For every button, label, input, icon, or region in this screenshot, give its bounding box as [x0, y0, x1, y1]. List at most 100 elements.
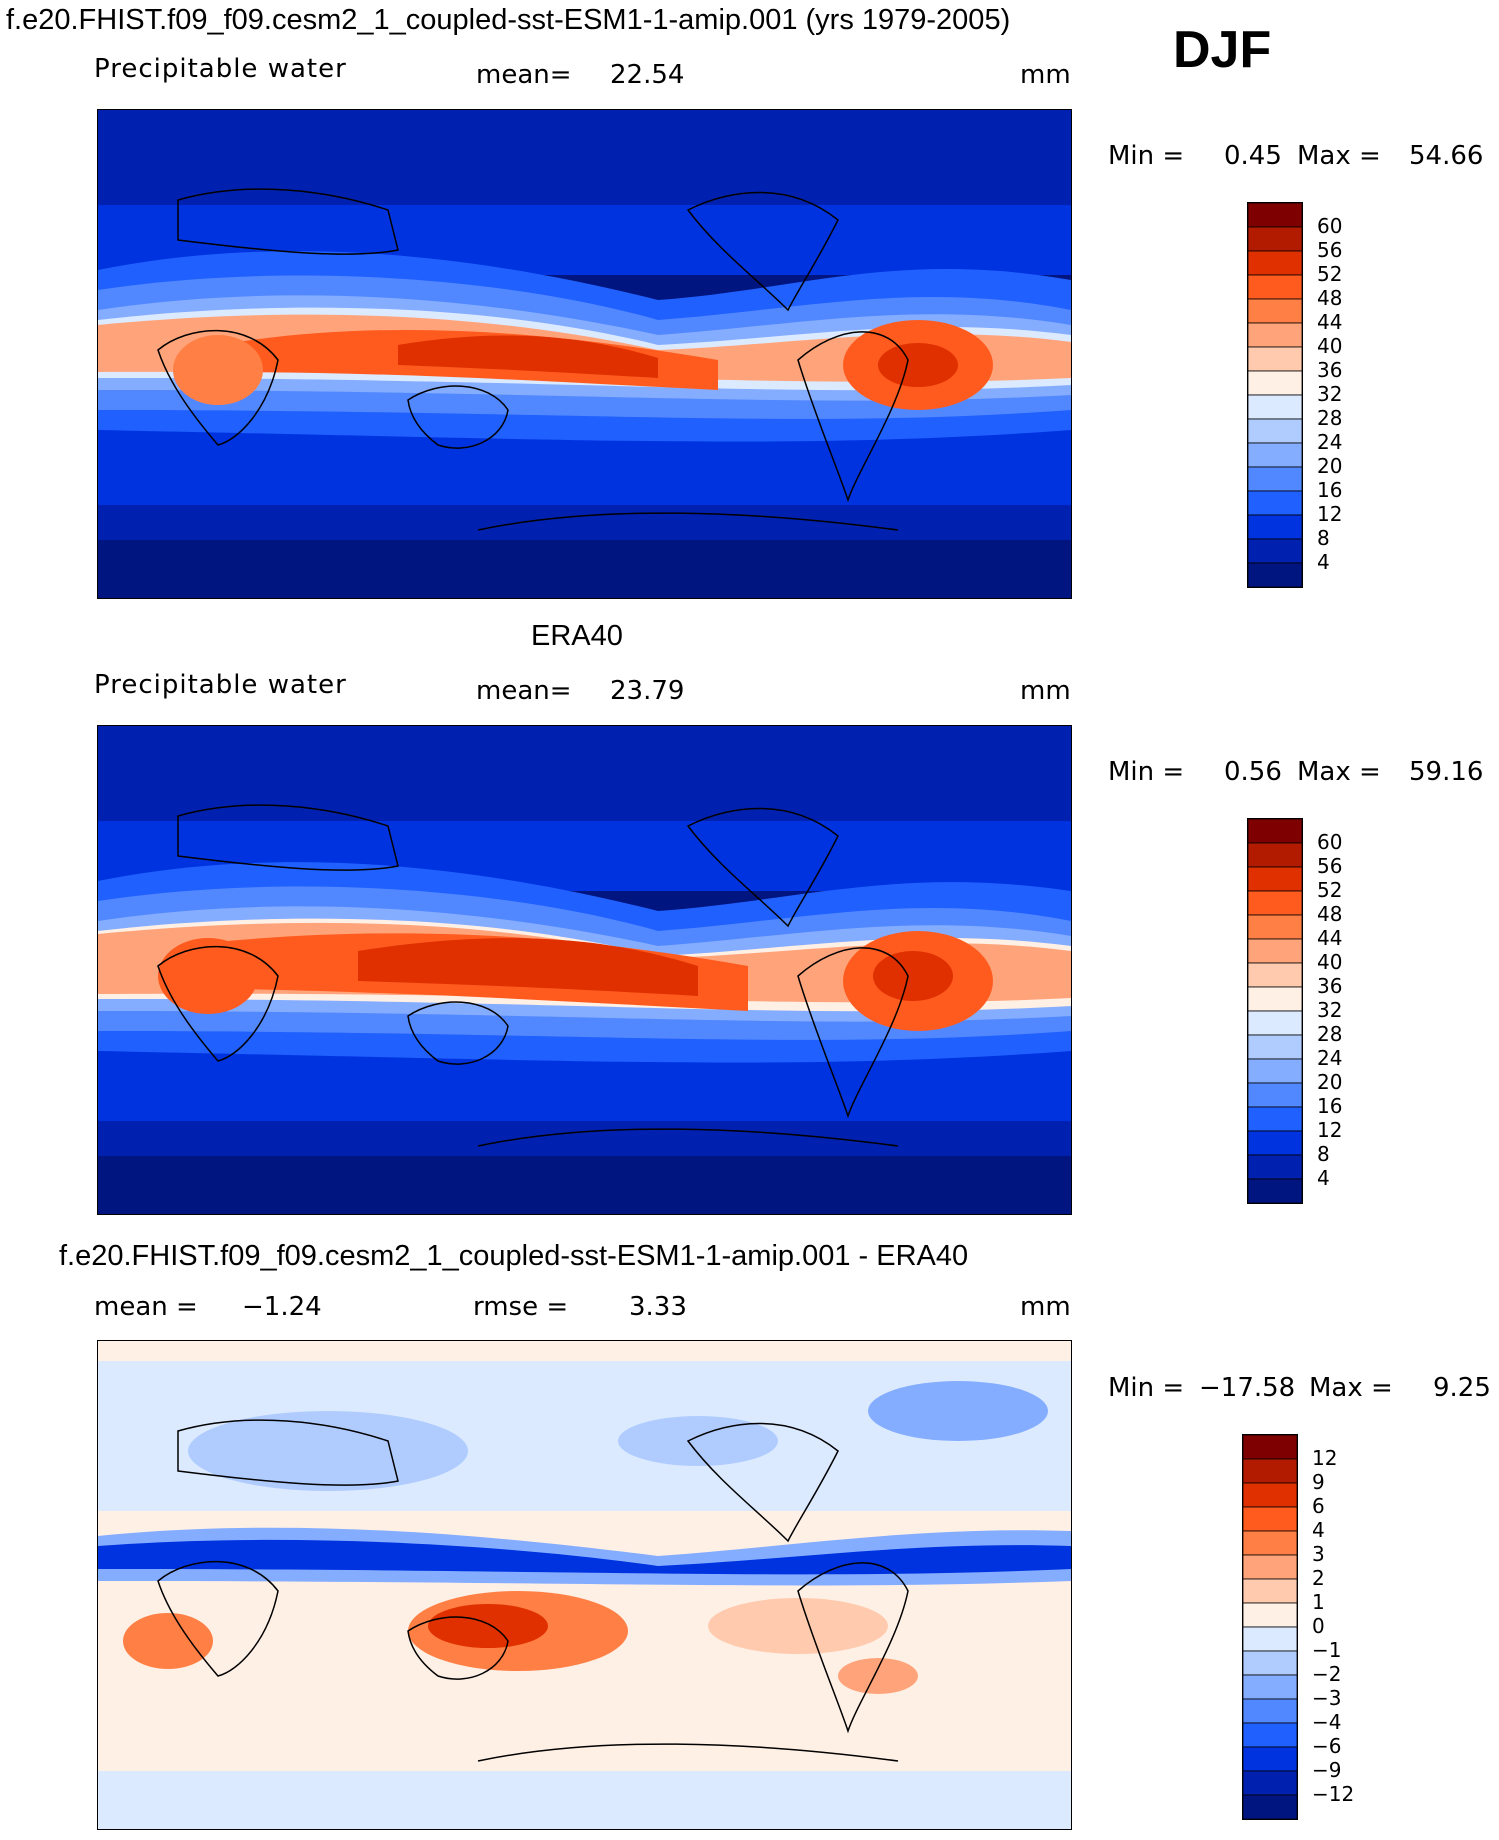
panel2-colorbar-swatch	[1248, 866, 1302, 892]
panel3-colorbar-swatches	[1243, 1435, 1297, 1819]
panel3-max-value: 9.25	[1433, 1373, 1491, 1403]
panel3-colorbar-tick-label: 0	[1312, 1614, 1325, 1638]
panel3-colorbar-swatch	[1243, 1458, 1297, 1484]
panel3-colorbar-swatch	[1243, 1722, 1297, 1748]
panel1-colorbar-swatch	[1248, 274, 1302, 300]
panel3-colorbar-tick-label: −9	[1312, 1758, 1342, 1782]
panel2-colorbar-tick-label: 24	[1317, 1046, 1343, 1070]
panel3-colorbar-swatch	[1243, 1746, 1297, 1772]
panel2-max-label: Max =	[1297, 757, 1381, 787]
panel3-units: mm	[1020, 1292, 1071, 1322]
panel3-colorbar-tick-label: −2	[1312, 1662, 1342, 1686]
panel3-colorbar-swatch	[1243, 1602, 1297, 1628]
panel3-colorbar-tick-label: 4	[1312, 1518, 1325, 1542]
panel3-colorbar-swatch	[1243, 1626, 1297, 1652]
panel2-colorbar-tick-label: 4	[1317, 1166, 1330, 1190]
panel1-min-value: 0.45	[1224, 141, 1282, 171]
panel1-colorbar-tick-label: 40	[1317, 334, 1343, 358]
panel2-colorbar-swatch	[1248, 1034, 1302, 1060]
panel3-colorbar-swatch	[1243, 1554, 1297, 1580]
panel3-max-label: Max =	[1309, 1373, 1393, 1403]
panel3-title: f.e20.FHIST.f09_f09.cesm2_1_coupled-sst-…	[59, 1240, 969, 1272]
case-title: f.e20.FHIST.f09_f09.cesm2_1_coupled-sst-…	[6, 4, 1011, 36]
panel2-mean-label: mean=	[476, 676, 572, 706]
panel1-colorbar-swatches	[1248, 203, 1302, 587]
panel2-colorbar-tick-label: 52	[1317, 878, 1343, 902]
panel1-colorbar-swatch	[1248, 346, 1302, 372]
panel2-colorbar-swatch	[1248, 914, 1302, 940]
panel1-colorbar-swatch	[1248, 418, 1302, 444]
panel2-colorbar-swatch	[1248, 819, 1302, 844]
panel1-min-label: Min =	[1108, 141, 1185, 171]
panel1-contour-field	[98, 110, 1071, 598]
panel3-colorbar-tick-label: −4	[1312, 1710, 1342, 1734]
panel1-colorbar-tick-label: 52	[1317, 262, 1343, 286]
panel2-units: mm	[1020, 676, 1071, 706]
panel2-contour-field	[98, 726, 1071, 1214]
panel2-colorbar-tick-label: 20	[1317, 1070, 1343, 1094]
panel3-colorbar-swatch	[1243, 1530, 1297, 1556]
panel3-colorbar-tick-label: 12	[1312, 1446, 1338, 1470]
panel2-colorbar-swatch	[1248, 1010, 1302, 1036]
panel1-max-label: Max =	[1297, 141, 1381, 171]
panel1-colorbar-swatch	[1248, 394, 1302, 420]
panel2-colorbar-tick-label: 44	[1317, 926, 1343, 950]
panel2-colorbar-tick-label: 28	[1317, 1022, 1343, 1046]
panel2-colorbar-swatch	[1248, 890, 1302, 916]
panel2-colorbar-swatch	[1248, 1178, 1302, 1203]
panel3-colorbar-swatch	[1243, 1770, 1297, 1796]
panel1-colorbar-tick-label: 12	[1317, 502, 1343, 526]
panel1-colorbar-swatch	[1248, 538, 1302, 564]
panel2-colorbar-swatch	[1248, 1082, 1302, 1108]
panel1-colorbar-tick-label: 24	[1317, 430, 1343, 454]
panel2-colorbar-tick-label: 32	[1317, 998, 1343, 1022]
panel1-colorbar-tick-label: 28	[1317, 406, 1343, 430]
panel2-colorbar-tick-label: 16	[1317, 1094, 1343, 1118]
panel2-colorbar-swatch	[1248, 962, 1302, 988]
panel1-colorbar-swatch	[1248, 203, 1302, 228]
panel2-colorbar	[1247, 818, 1303, 1204]
panel3-mean-value: −1.24	[242, 1292, 322, 1322]
panel2-colorbar-tick-label: 40	[1317, 950, 1343, 974]
panel3-colorbar-swatch	[1243, 1674, 1297, 1700]
panel2-colorbar-tick-label: 36	[1317, 974, 1343, 998]
panel1-colorbar-swatch	[1248, 490, 1302, 516]
panel2-variable: Precipitable water	[94, 670, 347, 700]
panel1-colorbar	[1247, 202, 1303, 588]
panel2-colorbar-swatch	[1248, 1154, 1302, 1180]
panel3-colorbar-tick-label: 9	[1312, 1470, 1325, 1494]
panel3-colorbar-tick-label: 1	[1312, 1590, 1325, 1614]
panel1-colorbar-swatch	[1248, 562, 1302, 587]
panel2-min-value: 0.56	[1224, 757, 1282, 787]
panel3-colorbar-tick-label: 3	[1312, 1542, 1325, 1566]
panel3-min-value: −17.58	[1199, 1373, 1296, 1403]
panel1-colorbar-swatch	[1248, 442, 1302, 468]
panel3-colorbar-tick-label: 2	[1312, 1566, 1325, 1590]
panel2-colorbar-tick-label: 12	[1317, 1118, 1343, 1142]
panel3-colorbar-swatch	[1243, 1794, 1297, 1819]
panel1-colorbar-tick-label: 60	[1317, 214, 1343, 238]
season-label: DJF	[1173, 21, 1272, 79]
panel2-mean-value: 23.79	[610, 676, 685, 706]
panel1-units: mm	[1020, 60, 1071, 90]
panel2-colorbar-swatch	[1248, 986, 1302, 1012]
panel1-colorbar-swatch	[1248, 322, 1302, 348]
panel3-colorbar	[1242, 1434, 1298, 1820]
panel3-colorbar-swatch	[1243, 1435, 1297, 1460]
panel2-colorbar-swatch	[1248, 938, 1302, 964]
panel2-colorbar-swatches	[1248, 819, 1302, 1203]
panel3-contour-field	[98, 1341, 1071, 1829]
panel2-colorbar-tick-label: 60	[1317, 830, 1343, 854]
panel1-colorbar-tick-label: 32	[1317, 382, 1343, 406]
panel1-colorbar-swatch	[1248, 466, 1302, 492]
panel3-colorbar-swatch	[1243, 1482, 1297, 1508]
panel1-max-value: 54.66	[1409, 141, 1484, 171]
panel2-colorbar-swatch	[1248, 1130, 1302, 1156]
panel2-colorbar-tick-label: 48	[1317, 902, 1343, 926]
panel1-colorbar-tick-label: 8	[1317, 526, 1330, 550]
panel3-map	[97, 1340, 1072, 1830]
panel3-mean-label: mean =	[94, 1292, 198, 1322]
panel1-colorbar-swatch	[1248, 250, 1302, 276]
panel3-colorbar-tick-label: −6	[1312, 1734, 1342, 1758]
panel2-map	[97, 725, 1072, 1215]
